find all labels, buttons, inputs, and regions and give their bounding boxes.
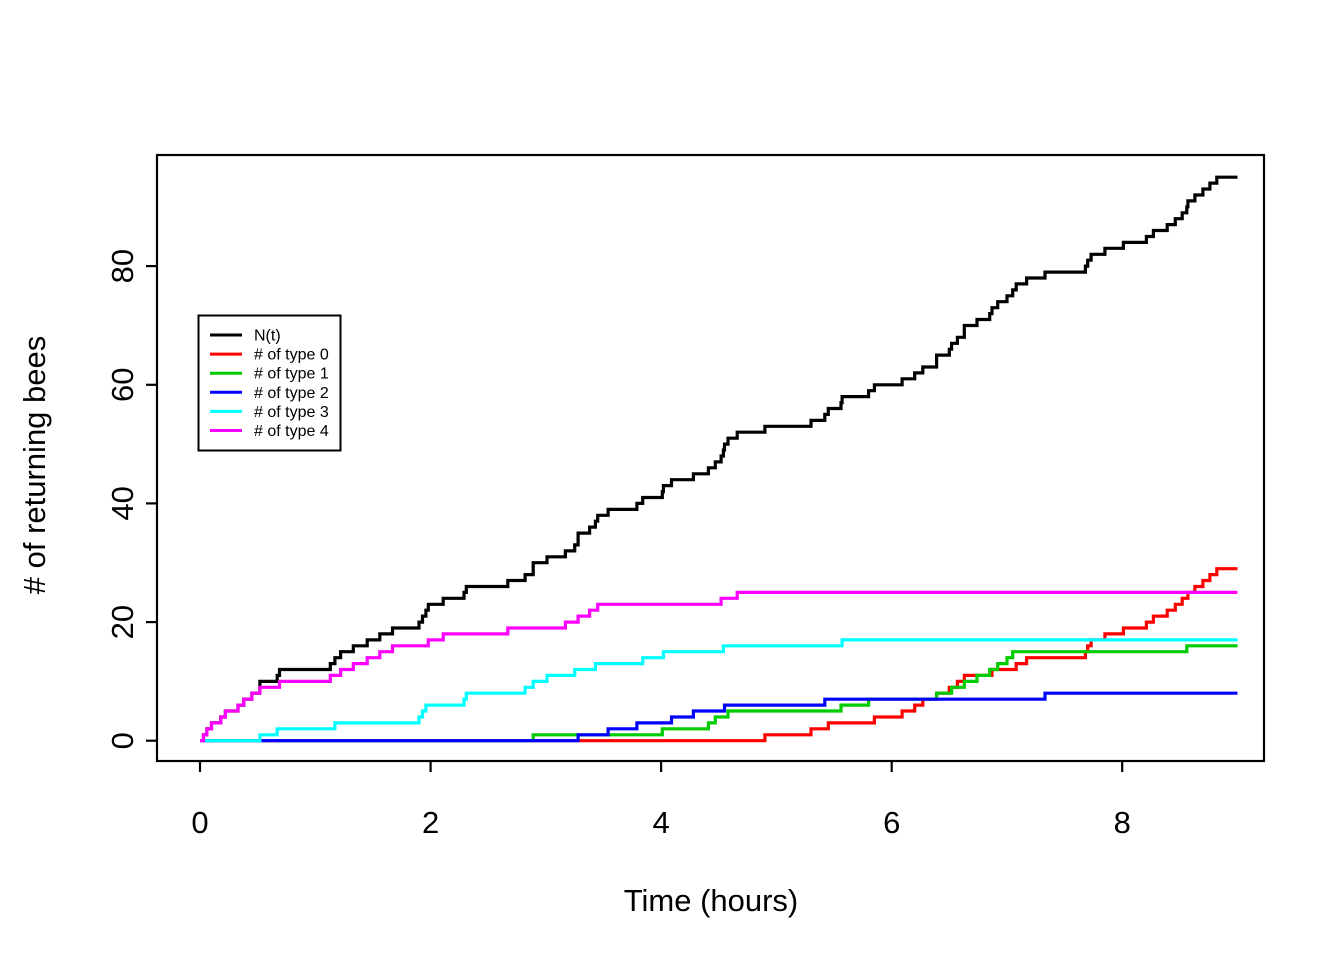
curve-type-1	[200, 644, 1238, 743]
x-axis-title: Time (hours)	[624, 883, 799, 918]
legend-box	[197, 314, 342, 452]
x-axis: 0 2 4 6 8	[191, 761, 1131, 840]
x-tick-label: 0	[191, 805, 208, 840]
legend: N(t) # of type 0 # of type 1 # of type 2 # o…	[197, 314, 342, 452]
y-tick-label: 80	[105, 249, 140, 283]
legend-label-1: # of type 0	[254, 347, 329, 364]
x-tick-label: 2	[422, 805, 439, 840]
x-tick-label: 8	[1114, 805, 1131, 840]
legend-label-4: # of type 3	[254, 404, 329, 421]
curve-type-2	[200, 691, 1238, 743]
y-tick-label: 40	[105, 486, 140, 520]
legend-label-0: N(t)	[254, 328, 281, 345]
x-tick-label: 4	[652, 805, 669, 840]
y-tick-label: 20	[105, 605, 140, 639]
y-tick-label: 60	[105, 368, 140, 402]
curve-type-3	[200, 638, 1238, 743]
curve-type-0	[200, 567, 1238, 743]
plot-border	[155, 153, 1266, 763]
legend-label-5: # of type 4	[254, 423, 329, 440]
legend-label-3: # of type 2	[254, 385, 329, 402]
curve-type-4	[200, 590, 1238, 743]
curves	[200, 175, 1238, 743]
y-axis: 0 20 40 60 80	[105, 249, 157, 749]
curve-nt	[200, 175, 1238, 743]
y-axis-title: # of returning bees	[17, 336, 52, 595]
legend-label-2: # of type 1	[254, 366, 329, 383]
x-tick-label: 6	[883, 805, 900, 840]
y-tick-label: 0	[105, 732, 140, 749]
